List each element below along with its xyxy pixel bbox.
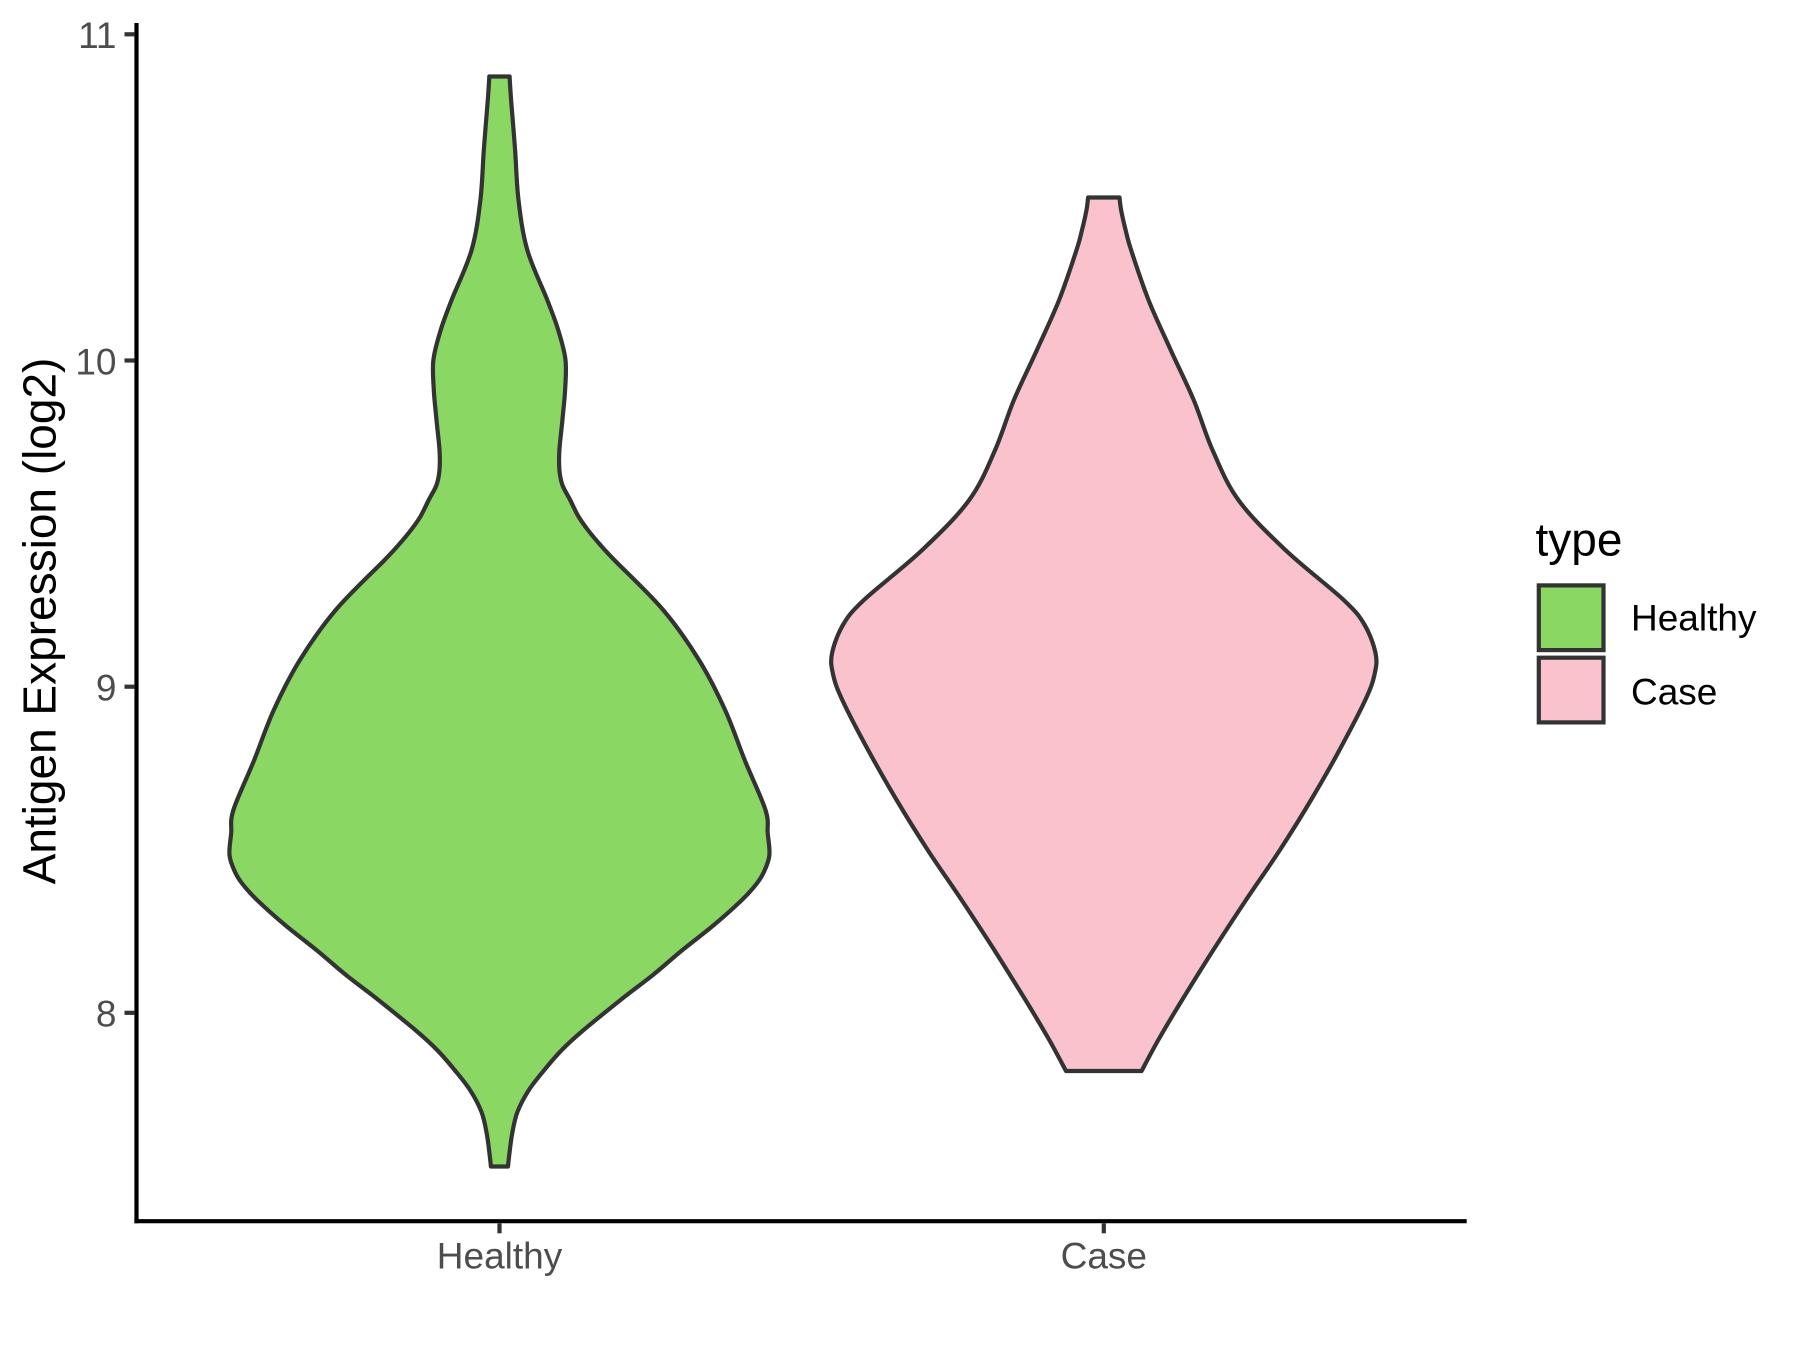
svg-text:Healthy: Healthy — [1631, 598, 1757, 639]
svg-text:9: 9 — [96, 668, 117, 709]
svg-text:Antigen Expression (log2): Antigen Expression (log2) — [14, 358, 66, 885]
svg-text:Case: Case — [1631, 672, 1717, 713]
svg-text:8: 8 — [96, 994, 117, 1035]
svg-text:Case: Case — [1061, 1236, 1147, 1277]
svg-text:type: type — [1536, 514, 1623, 566]
svg-text:10: 10 — [75, 341, 116, 382]
svg-text:11: 11 — [78, 15, 116, 56]
svg-text:Healthy: Healthy — [437, 1236, 563, 1277]
